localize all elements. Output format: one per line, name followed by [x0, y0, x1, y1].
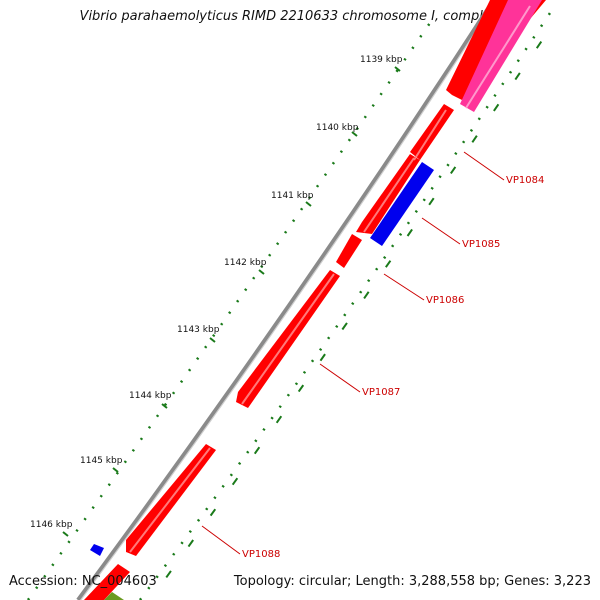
gene-label-leaders — [201, 151, 505, 555]
gene-arrow-highlight-1 — [413, 109, 447, 161]
map-title: Vibrio parahaemolyticus RIMD 2210633 chr… — [79, 9, 521, 24]
gene-arrow-pink-highlight — [465, 5, 531, 109]
inner-dashed-track — [149, 19, 557, 600]
tick-label-1145: 1145 kbp — [80, 456, 123, 466]
summary-text: Topology: circular; Length: 3,288,558 bp… — [233, 574, 591, 589]
gene-label-VP1088[interactable]: VP1088 — [242, 549, 280, 560]
tick-label-1140: 1140 kbp — [316, 123, 359, 133]
tick-label-1146: 1146 kbp — [30, 520, 73, 530]
gene-label-VP1084[interactable]: VP1084 — [506, 175, 544, 186]
tick-label-1139: 1139 kbp — [360, 55, 403, 65]
tick-label-1143: 1143 kbp — [177, 325, 220, 335]
ruler-dotted-track — [26, 19, 434, 600]
gene-label-VP1086[interactable]: VP1086 — [426, 295, 464, 306]
gene-arrow-highlight-4 — [241, 273, 335, 405]
gene-arrow-blue-VP1085[interactable] — [370, 162, 434, 246]
tick-label-1141: 1141 kbp — [271, 191, 314, 201]
chromosome-backbone-highlight — [79, 0, 497, 600]
gene-arrow-highlight-5 — [129, 447, 211, 553]
chromosome-backbone — [76, 0, 496, 600]
gene-arrow-green[interactable] — [104, 592, 124, 600]
inner-dotted-track — [138, 9, 554, 600]
tick-label-1142: 1142 kbp — [224, 258, 267, 268]
gene-arrow-highlight-2 — [363, 157, 415, 233]
gene-arrow-blue-small[interactable] — [90, 544, 104, 556]
gene-label-VP1085[interactable]: VP1085 — [462, 239, 500, 250]
gene-label-VP1087[interactable]: VP1087 — [362, 387, 400, 398]
accession-text: Accession: NC_004603 — [9, 574, 157, 589]
gene-arrow-red-3[interactable] — [336, 234, 362, 268]
tick-label-1144: 1144 kbp — [129, 391, 172, 401]
ruler-ticks — [62, 66, 401, 537]
gene-arrow-red-bottom[interactable] — [84, 564, 130, 600]
